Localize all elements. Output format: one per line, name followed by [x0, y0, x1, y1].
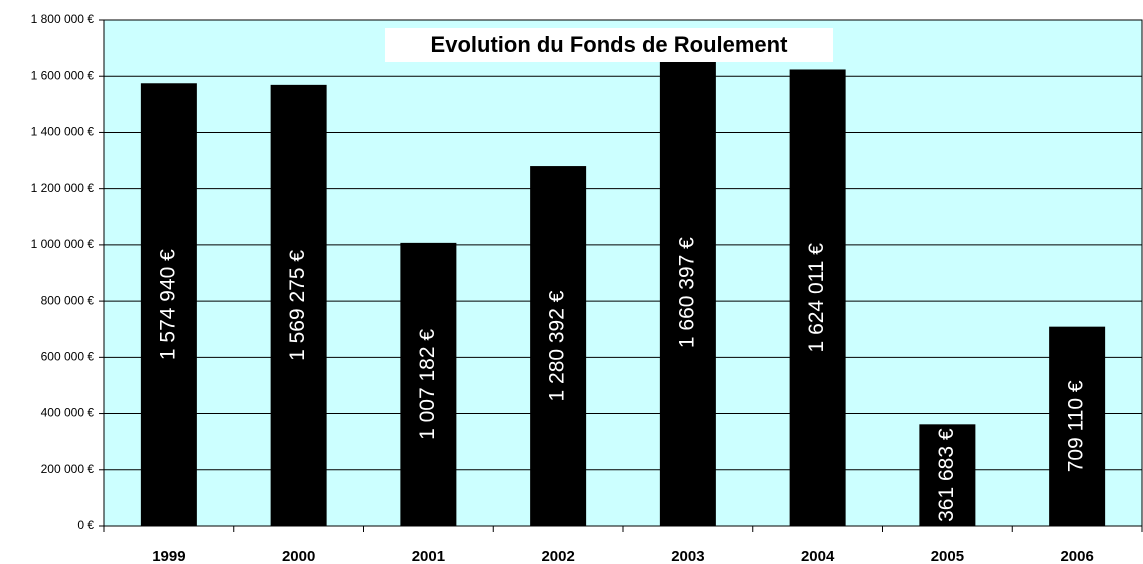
x-tick-label: 2006 — [1060, 548, 1093, 564]
value-label: 361 683 € — [935, 428, 958, 522]
y-tick-label: 1 600 000 € — [31, 68, 95, 82]
x-tick-label: 2002 — [541, 548, 574, 564]
y-tick-label: 400 000 € — [41, 406, 95, 420]
value-label: 1 007 182 € — [416, 329, 439, 440]
x-tick-label: 2004 — [801, 548, 835, 564]
x-tick-label: 2001 — [412, 548, 445, 564]
y-tick-label: 1 000 000 € — [31, 237, 95, 251]
y-tick-label: 1 400 000 € — [31, 125, 95, 139]
x-tick-label: 2003 — [671, 548, 704, 564]
value-label: 709 110 € — [1065, 380, 1088, 472]
y-tick-label: 600 000 € — [41, 350, 95, 364]
x-tick-label: 1999 — [152, 548, 185, 564]
bar — [919, 424, 976, 526]
y-tick-label: 0 € — [77, 518, 94, 532]
bar — [400, 242, 457, 527]
bar — [1049, 326, 1106, 526]
y-tick-label: 1 200 000 € — [31, 181, 95, 195]
value-label: 1 280 392 € — [546, 290, 569, 401]
value-label: 1 574 940 € — [156, 249, 179, 360]
value-label: 1 660 397 € — [675, 237, 698, 348]
bar — [270, 84, 327, 526]
x-tick-label: 2000 — [282, 548, 315, 564]
y-tick-label: 200 000 € — [41, 462, 95, 476]
plot-area — [103, 19, 1143, 527]
bar — [789, 69, 846, 526]
value-label: 1 569 275 € — [286, 250, 309, 361]
y-tick-label: 800 000 € — [41, 293, 95, 307]
y-tick-label: 1 800 000 € — [31, 12, 95, 26]
title-box — [385, 28, 833, 62]
chart-title: Evolution du Fonds de Roulement — [431, 32, 789, 57]
bar — [140, 83, 197, 526]
bar — [659, 59, 716, 526]
value-label: 1 624 011 € — [805, 243, 828, 353]
x-tick-label: 2005 — [931, 548, 964, 564]
bar — [530, 166, 587, 527]
